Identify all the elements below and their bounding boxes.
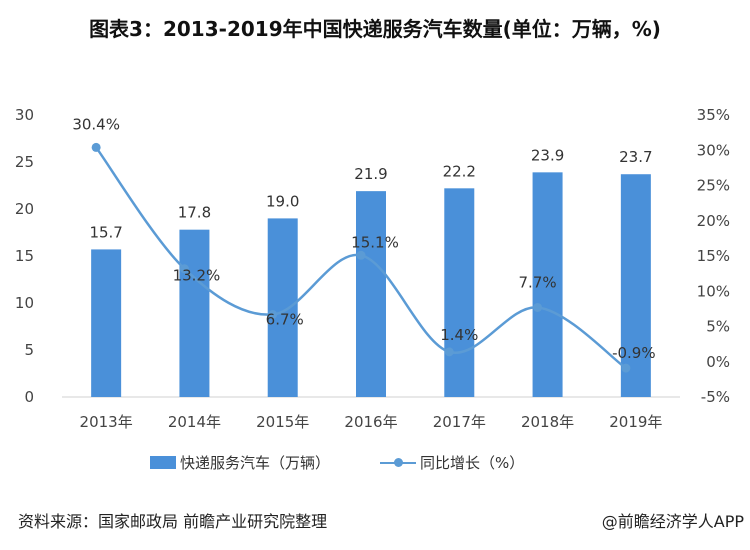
- legend-item-bar: 快递服务汽车（万辆）: [150, 452, 330, 473]
- y-right-tick-label: 35%: [697, 106, 730, 124]
- source-note: 资料来源：国家邮政局 前瞻产业研究院整理: [18, 512, 328, 531]
- growth-value-label: -0.9%: [612, 344, 656, 362]
- chart-title: 图表3：2013-2019年中国快递服务汽车数量(单位：万辆，%): [89, 17, 661, 41]
- bar-value-label: 17.8: [178, 204, 211, 222]
- y-right-tick-label: 20%: [697, 212, 730, 230]
- bar: [356, 191, 386, 397]
- y-left-tick-label: 15: [15, 247, 34, 265]
- bar-value-label: 19.0: [266, 192, 299, 210]
- growth-point: [444, 347, 454, 357]
- x-tick-label: 2018年: [521, 413, 574, 431]
- y-right-tick-label: 15%: [697, 247, 730, 265]
- growth-point: [179, 264, 189, 274]
- x-tick-label: 2013年: [80, 413, 133, 431]
- y-right-tick-label: 0%: [706, 353, 730, 371]
- growth-point: [268, 310, 278, 320]
- growth-point: [621, 363, 631, 373]
- bar-value-label: 23.9: [531, 146, 564, 164]
- bar-value-label: 21.9: [354, 165, 387, 183]
- y-right-tick-label: 30%: [697, 141, 730, 159]
- x-tick-label: 2016年: [344, 413, 397, 431]
- bar: [444, 188, 475, 397]
- brand-credit: @前瞻经济学人APP: [601, 512, 744, 531]
- growth-point: [356, 250, 366, 260]
- growth-value-label: 1.4%: [440, 326, 478, 344]
- growth-value-label: 13.2%: [173, 267, 221, 285]
- legend-line-label: 同比增长（%）: [420, 454, 525, 472]
- y-left-tick-label: 20: [15, 200, 34, 218]
- bar-value-label: 23.7: [619, 148, 652, 166]
- bar: [267, 218, 298, 397]
- y-left-tick-label: 0: [24, 388, 34, 406]
- x-tick-label: 2019年: [609, 413, 662, 431]
- growth-value-label: 6.7%: [266, 311, 304, 329]
- x-tick-label: 2017年: [433, 413, 486, 431]
- y-right-tick-label: 25%: [697, 177, 730, 195]
- bar: [179, 229, 210, 397]
- y-right-tick-label: -5%: [701, 388, 730, 406]
- x-tick-label: 2014年: [168, 413, 221, 431]
- y-left-tick-label: 5: [24, 341, 34, 359]
- growth-point: [91, 142, 101, 152]
- y-left-tick-label: 10: [15, 294, 34, 312]
- bar: [620, 174, 651, 397]
- bar-value-label: 22.2: [443, 162, 476, 180]
- y-right-tick-label: 10%: [697, 282, 730, 300]
- y-left-tick-label: 25: [15, 153, 34, 171]
- y-right-tick-label: 5%: [706, 318, 730, 336]
- legend-bar-label: 快递服务汽车（万辆）: [180, 454, 331, 472]
- legend-item-line: 同比增长（%）: [380, 452, 524, 473]
- legend-bar-swatch: [150, 456, 176, 469]
- bar-value-label: 15.7: [89, 223, 122, 241]
- y-left-tick-label: 30: [15, 106, 34, 124]
- growth-value-label: 7.7%: [519, 273, 557, 291]
- legend-line-swatch: [380, 456, 417, 469]
- legend: 快递服务汽车（万辆） 同比增长（%）: [150, 452, 574, 473]
- growth-point: [533, 302, 543, 312]
- growth-value-label: 15.1%: [351, 233, 399, 251]
- bar: [91, 249, 122, 397]
- bar: [532, 172, 563, 397]
- x-tick-label: 2015年: [256, 413, 309, 431]
- growth-value-label: 30.4%: [72, 115, 120, 133]
